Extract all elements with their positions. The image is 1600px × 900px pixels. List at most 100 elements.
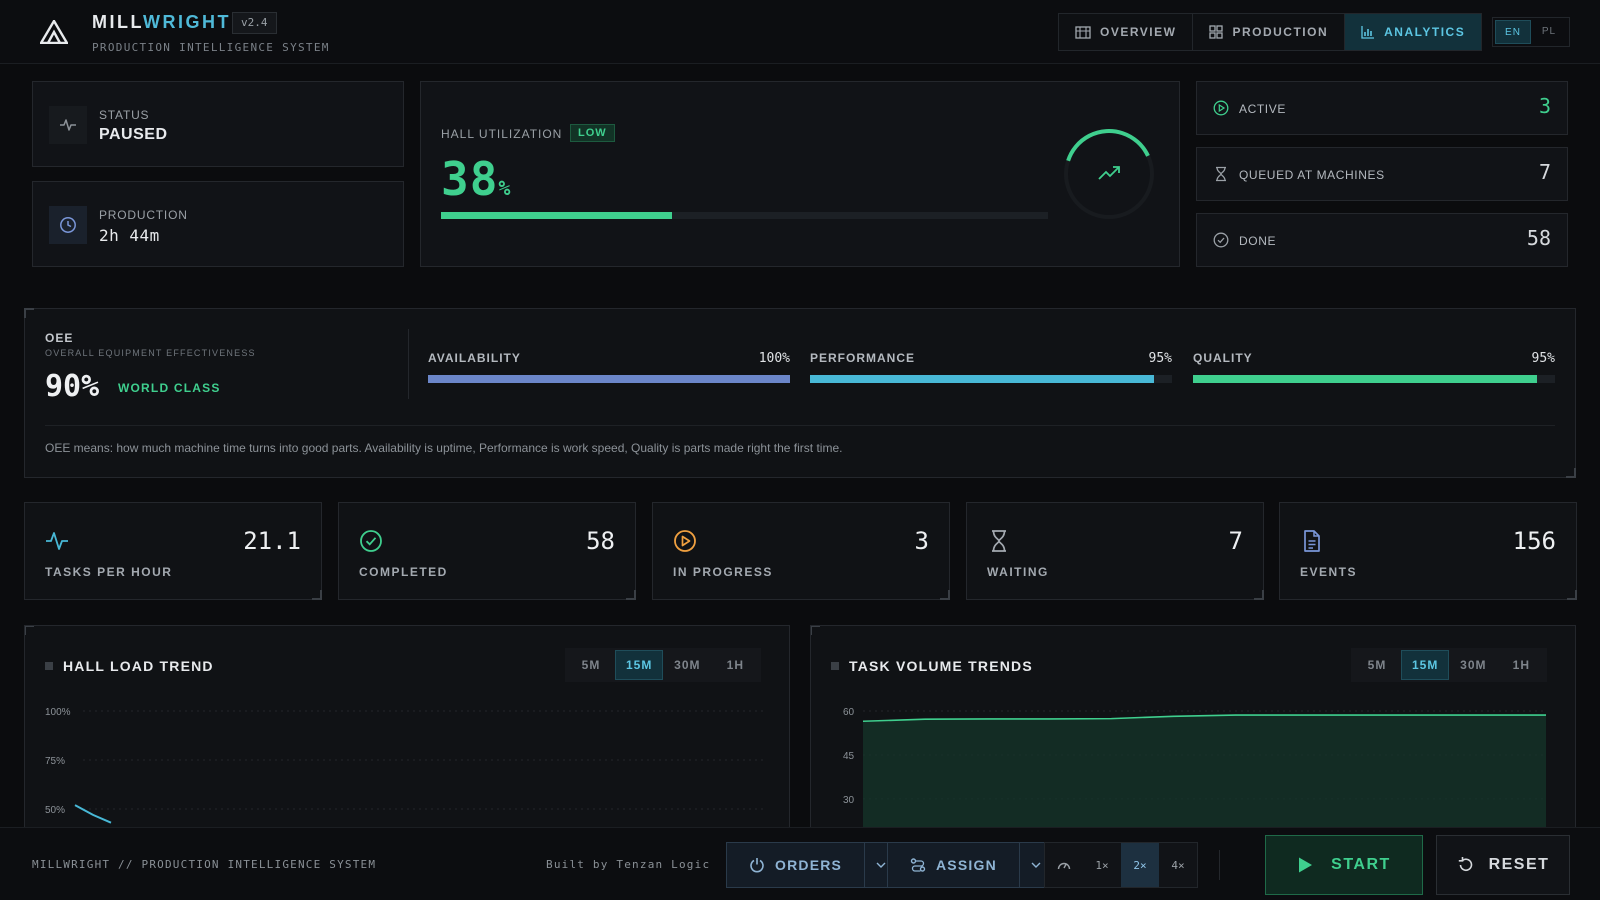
y-tick-label: 50% [45, 805, 65, 816]
performance-bar [810, 375, 1172, 383]
status-label: STATUS [99, 108, 150, 122]
app-header: MILLWRIGHT v2.4 PRODUCTION INTELLIGENCE … [0, 0, 1600, 64]
speedometer-icon [1057, 862, 1071, 870]
production-icon-box [49, 206, 87, 244]
task-volume-chart-panel: TASK VOLUME TRENDS 5M 15M 30M 1H 60 45 30 [810, 625, 1576, 835]
oee-divider [45, 425, 1555, 426]
panel-corner [940, 590, 950, 600]
assign-dropdown-toggle[interactable] [1020, 843, 1052, 887]
range-5m[interactable]: 5M [1367, 658, 1387, 672]
chevron-down-icon [1031, 862, 1041, 868]
trend-up-icon [1098, 166, 1120, 180]
range-5m[interactable]: 5M [581, 658, 601, 672]
lang-pl[interactable]: PL [1541, 26, 1557, 37]
play-icon [1299, 857, 1313, 873]
availability-label: AVAILABILITY [428, 351, 521, 365]
check-circle-icon [360, 530, 382, 552]
task-volume-line [862, 714, 1546, 723]
footer-bar: MILLWRIGHT // PRODUCTION INTELLIGENCE SY… [0, 827, 1600, 900]
tab-overview-label: OVERVIEW [1100, 25, 1177, 39]
production-time-card: PRODUCTION 2h 44m [32, 181, 404, 267]
oee-separator [408, 329, 409, 399]
hall-load-chart-panel: HALL LOAD TREND 5M 15M 30M 1H 100% 75% 50% [24, 625, 790, 835]
performance-metric: PERFORMANCE 95% [810, 351, 1172, 383]
kpi-events: 156 EVENTS [1279, 502, 1577, 600]
play-circle-icon [674, 530, 696, 552]
building-icon [1075, 26, 1091, 39]
millwright-logo-icon [40, 20, 68, 44]
tab-analytics-label: ANALYTICS [1384, 25, 1466, 39]
hourglass-icon [992, 530, 1006, 552]
status-value: PAUSED [99, 126, 168, 143]
y-tick-label: 100% [45, 707, 71, 718]
orders-button[interactable]: ORDERS [727, 843, 866, 887]
orders-split-button: ORDERS [726, 842, 899, 888]
waiting-value: 7 [1228, 527, 1243, 555]
grid-icon [1209, 25, 1224, 39]
active-counter-label: ACTIVE [1239, 102, 1286, 116]
done-counter-label: DONE [1239, 234, 1277, 248]
tasks-per-hour-value: 21.1 [243, 527, 301, 555]
events-label: EVENTS [1300, 565, 1358, 579]
status-card: STATUS PAUSED [32, 81, 404, 167]
title-marker [831, 662, 839, 670]
oee-classification: WORLD CLASS [118, 381, 221, 395]
hall-load-line [74, 804, 112, 824]
range-15m[interactable]: 15M [615, 650, 664, 680]
kpi-tasks-per-hour: 21.1 TASKS PER HOUR [24, 502, 322, 600]
power-icon [750, 858, 764, 873]
utilization-progress-fill [441, 212, 672, 219]
reset-button[interactable]: RESET [1436, 835, 1570, 895]
panel-corner [811, 626, 820, 635]
oee-title: OEE [45, 331, 74, 345]
range-30m[interactable]: 30M [1460, 658, 1487, 672]
tab-production[interactable]: PRODUCTION [1193, 14, 1346, 50]
task-volume-range-selector: 5M 15M 30M 1H [1351, 648, 1548, 682]
assign-button[interactable]: ASSIGN [888, 843, 1020, 887]
active-counter-card: ACTIVE 3 [1196, 81, 1568, 135]
speed-1x[interactable]: 1× [1095, 858, 1109, 872]
start-button[interactable]: START [1265, 835, 1423, 895]
completed-label: COMPLETED [359, 565, 448, 579]
y-tick-label: 30 [843, 795, 855, 806]
queued-counter-value: 7 [1538, 160, 1551, 184]
check-circle-icon [1213, 232, 1229, 248]
panel-corner [1567, 590, 1577, 600]
in-progress-label: IN PROGRESS [673, 565, 773, 579]
events-value: 156 [1512, 527, 1556, 555]
tasks-per-hour-label: TASKS PER HOUR [45, 565, 173, 579]
availability-bar [428, 375, 790, 383]
route-icon [910, 858, 926, 872]
panel-corner [25, 626, 34, 635]
availability-bar-fill [428, 375, 790, 383]
range-15m[interactable]: 15M [1401, 650, 1450, 680]
performance-value: 95% [1148, 351, 1172, 366]
lang-en[interactable]: EN [1495, 20, 1531, 44]
range-30m[interactable]: 30M [674, 658, 701, 672]
y-tick-label: 60 [843, 707, 855, 718]
performance-label: PERFORMANCE [810, 351, 916, 365]
completed-value: 58 [586, 527, 615, 555]
utilization-progress-bar [441, 212, 1048, 219]
language-switcher: EN PL [1492, 17, 1570, 47]
panel-corner [1566, 468, 1576, 478]
task-volume-area [863, 715, 1546, 834]
done-counter-value: 58 [1526, 226, 1551, 250]
panel-corner [24, 308, 34, 318]
tab-production-label: PRODUCTION [1232, 25, 1329, 39]
speed-4x[interactable]: 4× [1171, 858, 1185, 872]
oee-value: 90% [45, 369, 100, 404]
range-1h[interactable]: 1H [1512, 658, 1531, 672]
hall-utilization-value: 38% [441, 152, 512, 206]
speed-2x[interactable]: 2× [1121, 843, 1159, 887]
tab-analytics[interactable]: ANALYTICS [1345, 14, 1482, 50]
version-badge: v2.4 [232, 12, 277, 34]
utilization-gauge [1064, 129, 1154, 219]
pulse-icon [46, 532, 68, 550]
panel-corner [626, 590, 636, 600]
title-marker [45, 662, 53, 670]
orders-dropdown-toggle[interactable] [865, 843, 897, 887]
hall-load-title: HALL LOAD TREND [45, 658, 214, 674]
range-1h[interactable]: 1H [726, 658, 745, 672]
tab-overview[interactable]: OVERVIEW [1059, 14, 1194, 50]
